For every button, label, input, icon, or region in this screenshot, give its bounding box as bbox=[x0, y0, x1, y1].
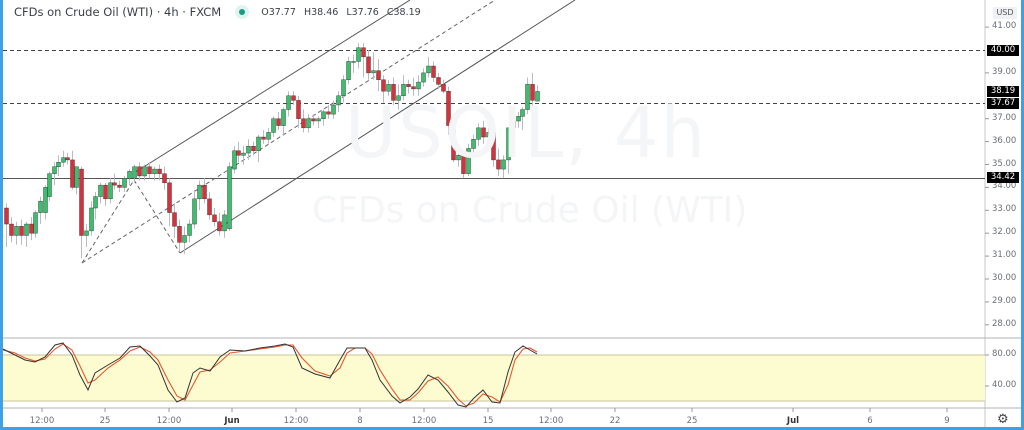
price-tick-label: 29.00 bbox=[992, 295, 1017, 306]
price-tick-label: 33.00 bbox=[992, 204, 1017, 215]
price-tag: 40.00 bbox=[987, 44, 1019, 56]
market-status-icon bbox=[235, 5, 250, 19]
price-tick-label: 35.00 bbox=[992, 158, 1017, 169]
time-tick-label: 15 bbox=[482, 416, 494, 426]
price-tick-label: 31.00 bbox=[992, 250, 1017, 261]
time-tick-label: 25 bbox=[686, 416, 698, 426]
gear-icon[interactable]: ⚙ bbox=[997, 412, 1009, 427]
price-tag: 38.19 bbox=[987, 85, 1019, 97]
trend-channel-drawings[interactable] bbox=[81, 0, 576, 264]
axis-ticks bbox=[41, 26, 989, 412]
price-tag: 37.67 bbox=[987, 97, 1019, 109]
price-tick-label: 30.00 bbox=[992, 273, 1017, 283]
indicator-tick-label: 40.00 bbox=[992, 380, 1017, 390]
price-tick-label: 34.00 bbox=[992, 181, 1017, 192]
candlestick-series bbox=[4, 43, 540, 259]
time-tick-label: 8 bbox=[357, 416, 363, 426]
close-value: C38.19 bbox=[386, 6, 421, 18]
price-tick-label: 28.00 bbox=[992, 318, 1017, 329]
time-tick-label: Jun bbox=[224, 416, 240, 426]
price-tick-label: 41.00 bbox=[992, 21, 1017, 32]
price-tag: 34.42 bbox=[987, 172, 1019, 184]
watermark-description: CFDs on Crude Oil (WTI) bbox=[312, 190, 748, 231]
time-tick-label: 12:00 bbox=[538, 416, 564, 426]
time-tick-label: 22 bbox=[609, 416, 621, 426]
indicator-tick-label: 80.00 bbox=[992, 349, 1017, 359]
time-tick-label: 12:00 bbox=[411, 416, 437, 426]
time-tick-label: 9 bbox=[944, 416, 950, 426]
stochastic-lines bbox=[2, 342, 538, 408]
price-tick-label: 39.00 bbox=[992, 66, 1017, 77]
chart-legend[interactable]: CFDs on Crude Oil (WTI) · 4h · FXCM O37.… bbox=[14, 5, 426, 19]
symbol-title[interactable]: CFDs on Crude Oil (WTI) · 4h · FXCM bbox=[14, 5, 222, 19]
currency-label[interactable]: USD bbox=[993, 7, 1017, 19]
time-tick-label: 12:00 bbox=[156, 416, 182, 426]
watermark-symbol: USOIL, 4h bbox=[345, 92, 707, 174]
time-tick-label: 12:00 bbox=[283, 416, 309, 426]
ohlc-values: O37.77 H38.46 L37.76 C38.19 bbox=[261, 7, 425, 18]
low-value: L37.76 bbox=[346, 6, 379, 18]
time-tick-label: 25 bbox=[99, 416, 111, 426]
price-tick-label: 32.00 bbox=[992, 227, 1017, 238]
time-tick-label: 12:00 bbox=[29, 416, 55, 426]
time-tick-label: 6 bbox=[867, 416, 873, 426]
price-tick-label: 37.00 bbox=[992, 112, 1017, 123]
price-tick-label: 36.00 bbox=[992, 135, 1017, 146]
open-value: O37.77 bbox=[261, 6, 296, 18]
high-value: H38.46 bbox=[303, 6, 339, 18]
time-tick-label: Jul bbox=[786, 416, 800, 426]
